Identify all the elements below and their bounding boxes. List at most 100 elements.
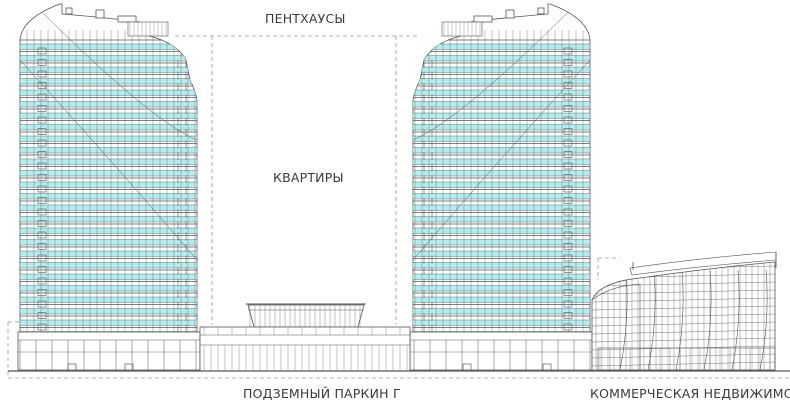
window-mark [37,220,47,227]
window-mark [37,243,47,250]
glass-band [413,297,590,303]
glass-band [413,101,590,107]
window-mark [37,266,47,273]
roof-block [537,7,545,15]
facade-diagonal [20,59,197,261]
tower-body [17,3,201,371]
window-mark [563,300,573,308]
window-mark [563,151,573,158]
glass-band [413,182,590,188]
window-mark [37,254,47,262]
window-mark [563,70,573,78]
glass-band [413,55,590,61]
glass-band [20,113,197,119]
glass-band [413,251,590,257]
ground-marker [462,363,472,372]
window-mark [37,93,47,101]
glass-band [413,308,590,314]
window-mark [37,162,47,170]
window-mark [37,277,47,285]
glass-band [20,320,197,326]
glass-band [20,274,197,280]
window-mark [563,243,573,250]
window-mark [563,231,573,239]
tower-body [409,3,593,371]
ground-marker [542,363,552,372]
glass-band [413,170,590,176]
window-mark [37,139,47,147]
glass-band [20,101,197,107]
glass-band [413,320,590,326]
glass-band [413,193,590,199]
window-mark [563,128,573,135]
window-mark [37,59,47,66]
glass-band [413,159,590,165]
glass-band [20,55,197,61]
window-mark [37,151,47,158]
glass-band [20,239,197,245]
commercial-rib [759,269,768,370]
commercial-building [591,251,777,371]
commercial-rib [675,269,684,370]
window-mark [563,254,573,262]
commercial-rib [731,269,740,370]
window-mark [563,266,573,273]
glass-band [20,228,197,234]
roof-block [65,7,73,15]
roof-block [95,9,105,19]
window-mark [563,116,573,124]
window-mark [563,82,573,89]
label-parking: ПОДЗЕМНЫЙ ПАРКИН Г [243,386,401,401]
window-mark [37,105,47,112]
glass-band [413,205,590,211]
window-mark [563,162,573,170]
window-mark [563,47,573,55]
window-mark [563,139,573,147]
label-penthouses: ПЕНТХАУСЫ [265,11,346,26]
commercial-entrance [591,283,641,370]
window-mark [37,128,47,135]
window-mark [37,300,47,308]
label-apartments: КВАРТИРЫ [273,170,344,185]
commercial-ground [597,347,776,371]
facade-diagonal [413,9,571,141]
window-mark [37,312,47,319]
window-mark [37,231,47,239]
right-tower [409,3,593,371]
window-mark [37,208,47,216]
window-mark [37,185,47,193]
tower-facade [413,9,590,340]
glass-band [413,113,590,119]
glass-band [20,205,197,211]
glass-band [20,182,197,188]
lobby [17,331,201,371]
tower-facade [20,9,197,340]
window-mark [37,289,47,296]
lobby [409,331,593,371]
glass-band [413,216,590,222]
glass-band [413,124,590,130]
window-mark [563,323,573,331]
glass-band [20,78,197,84]
glass-band [20,262,197,268]
podium-base [199,326,411,372]
podium-pavilion [247,304,365,328]
glass-band [20,44,197,50]
glass-band [20,308,197,314]
glass-band [413,262,590,268]
ground-marker [67,363,77,372]
glass-band [413,67,590,73]
glass-band [413,239,590,245]
window-mark [37,197,47,204]
glass-band [20,285,197,291]
facade-diagonal [39,9,197,141]
glass-band [413,90,590,96]
glass-band [20,124,197,130]
roof-block [117,15,137,23]
glass-band [20,90,197,96]
window-mark [563,220,573,227]
window-mark [37,116,47,124]
glass-band [413,136,590,142]
ground-line [8,363,790,372]
